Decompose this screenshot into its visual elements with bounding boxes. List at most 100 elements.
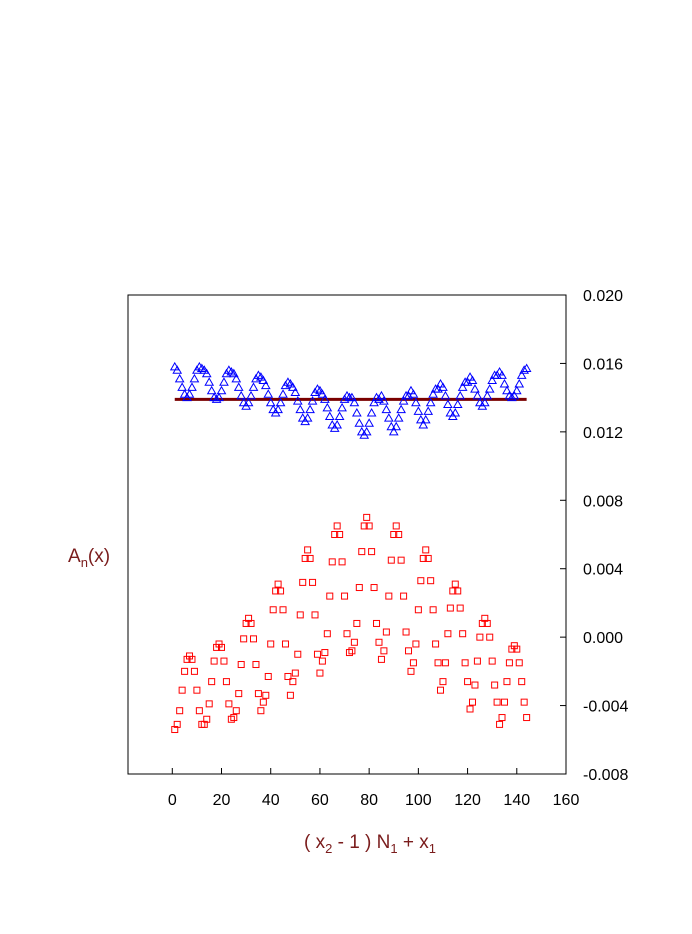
x-axis-title-sub1: 2 bbox=[325, 841, 332, 856]
square-point bbox=[481, 614, 489, 622]
square-point bbox=[466, 705, 474, 713]
square-point bbox=[464, 678, 472, 686]
triangle-point bbox=[438, 382, 448, 391]
triangle-point bbox=[509, 390, 520, 400]
x-axis-title-mid2: + x bbox=[398, 832, 430, 853]
triangle-point bbox=[349, 397, 360, 407]
triangle-point bbox=[450, 408, 461, 417]
square-point bbox=[515, 659, 523, 667]
x-axis-title-mid: - 1 ) N bbox=[332, 832, 390, 853]
square-point bbox=[176, 707, 184, 715]
square-point bbox=[195, 707, 203, 715]
y-tick-label: 0.008 bbox=[583, 493, 623, 510]
square-point bbox=[328, 558, 336, 566]
triangle-point bbox=[393, 413, 404, 422]
triangle-point bbox=[177, 382, 187, 391]
square-point bbox=[500, 698, 508, 706]
triangle-point bbox=[428, 389, 438, 398]
square-point bbox=[336, 531, 344, 538]
square-point bbox=[200, 720, 208, 728]
square-point bbox=[289, 678, 297, 686]
triangle-point bbox=[295, 404, 306, 414]
y-tick-label: 0.012 bbox=[583, 425, 623, 442]
triangle-point bbox=[366, 408, 377, 417]
triangle-point bbox=[472, 390, 483, 400]
triangle-point bbox=[519, 365, 530, 374]
square-point bbox=[294, 650, 302, 658]
square-point bbox=[365, 522, 373, 530]
triangle-point bbox=[275, 397, 286, 407]
square-point bbox=[205, 700, 213, 708]
triangle-point bbox=[172, 365, 183, 374]
triangle-point bbox=[467, 375, 478, 385]
square-point bbox=[203, 715, 211, 723]
square-point bbox=[392, 522, 400, 530]
triangle-point bbox=[351, 408, 362, 417]
triangle-point bbox=[391, 421, 402, 431]
triangle-point bbox=[204, 377, 215, 386]
triangle-point bbox=[219, 377, 229, 386]
square-point bbox=[296, 611, 304, 619]
square-point bbox=[286, 691, 294, 699]
square-point bbox=[496, 720, 504, 728]
triangle-point bbox=[216, 385, 227, 395]
triangle-point bbox=[236, 390, 247, 400]
square-point bbox=[456, 604, 464, 612]
square-point bbox=[454, 587, 462, 595]
x-axis-title-sub3: 1 bbox=[429, 841, 436, 856]
square-point bbox=[437, 686, 445, 694]
triangle-point bbox=[455, 390, 466, 400]
x-axis-title-pre: ( x bbox=[304, 832, 326, 853]
square-point bbox=[390, 531, 398, 538]
square-point bbox=[385, 592, 393, 600]
triangle-point bbox=[484, 384, 495, 393]
square-point bbox=[225, 700, 233, 708]
triangle-point bbox=[502, 385, 512, 395]
triangle-point bbox=[184, 389, 195, 398]
triangle-point bbox=[231, 373, 242, 383]
square-point bbox=[235, 690, 243, 698]
triangle-point bbox=[418, 420, 429, 429]
square-point bbox=[222, 678, 230, 686]
square-point bbox=[449, 587, 457, 595]
square-point bbox=[503, 678, 511, 686]
triangle-point bbox=[288, 382, 298, 391]
x-tick-label: 60 bbox=[311, 792, 329, 809]
triangle-point bbox=[347, 392, 357, 402]
x-axis-ticks: 0 20 40 60 80 100 120 140 160 bbox=[168, 768, 579, 809]
square-point bbox=[326, 592, 334, 600]
square-point bbox=[306, 554, 314, 562]
triangle-point bbox=[482, 390, 493, 400]
triangle-point bbox=[440, 390, 451, 400]
square-point bbox=[232, 707, 240, 715]
triangle-point bbox=[319, 394, 330, 403]
square-point bbox=[395, 531, 403, 538]
triangle-point bbox=[337, 402, 347, 412]
square-point bbox=[188, 655, 196, 663]
square-point bbox=[259, 698, 267, 706]
triangle-point bbox=[381, 404, 392, 414]
x-tick-label: 140 bbox=[503, 792, 530, 809]
square-point bbox=[264, 672, 272, 680]
square-point bbox=[178, 686, 186, 694]
triangle-point bbox=[292, 396, 303, 405]
square-point bbox=[316, 669, 324, 677]
triangle-point bbox=[507, 392, 517, 402]
square-point bbox=[363, 513, 371, 521]
y-tick-label: 0.016 bbox=[583, 356, 623, 373]
square-point bbox=[513, 645, 521, 653]
square-point bbox=[274, 580, 282, 588]
square-point bbox=[424, 554, 432, 562]
triangle-point bbox=[514, 378, 525, 388]
y-axis-title-base: A bbox=[68, 546, 81, 567]
square-point bbox=[284, 672, 292, 680]
square-point bbox=[171, 726, 179, 734]
square-point bbox=[360, 522, 368, 530]
square-point bbox=[272, 587, 280, 595]
square-point bbox=[321, 649, 329, 657]
square-point bbox=[397, 556, 405, 564]
triangle-point bbox=[324, 411, 335, 420]
triangle-point bbox=[398, 396, 409, 405]
square-point bbox=[345, 649, 353, 657]
square-point bbox=[254, 690, 262, 698]
